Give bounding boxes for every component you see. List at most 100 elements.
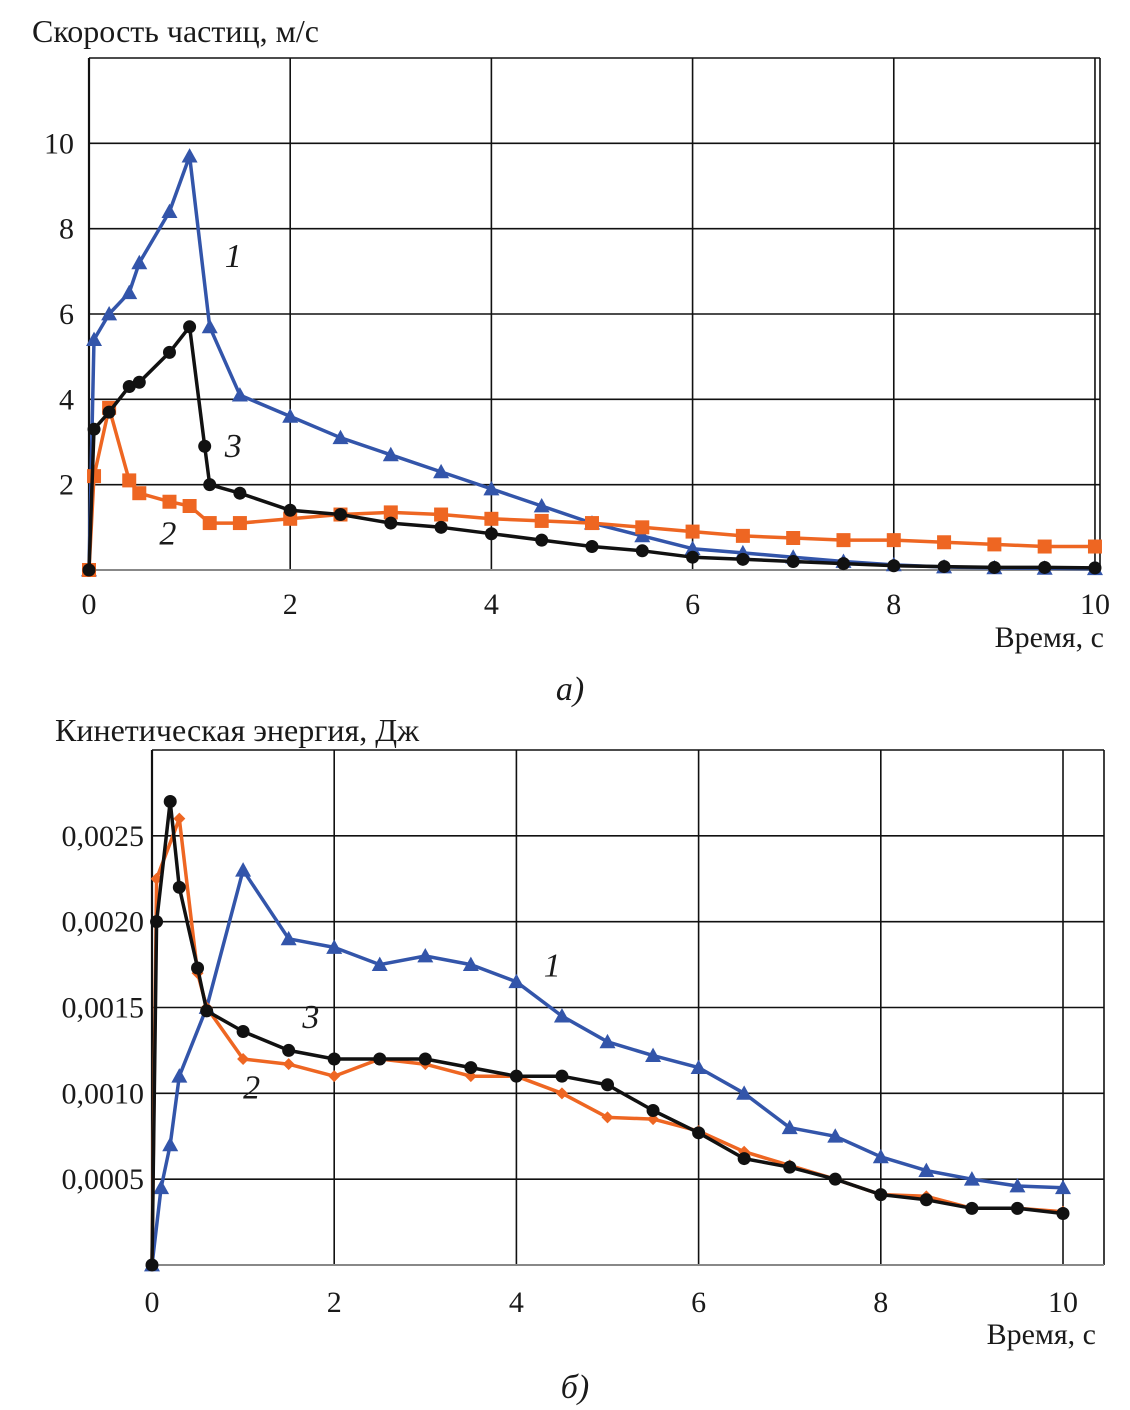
data-point xyxy=(462,956,479,971)
data-point xyxy=(918,1162,935,1177)
data-point xyxy=(783,1160,797,1174)
data-point xyxy=(692,1126,706,1140)
data-point xyxy=(584,516,599,531)
data-point xyxy=(1009,1178,1026,1193)
data-point xyxy=(201,318,218,334)
data-point xyxy=(182,499,197,513)
data-point xyxy=(418,1052,432,1066)
data-point xyxy=(383,505,398,520)
data-point xyxy=(1056,1207,1070,1220)
data-point xyxy=(384,516,398,530)
data-point xyxy=(163,795,177,808)
data-point xyxy=(417,948,434,963)
data-point xyxy=(328,1070,341,1083)
data-point xyxy=(646,1104,660,1117)
data-point xyxy=(686,550,700,564)
x-tick-label: 0 xyxy=(82,588,97,621)
y-tick-label: 10 xyxy=(44,127,74,160)
data-point xyxy=(86,331,103,346)
data-point xyxy=(235,862,252,877)
data-point xyxy=(484,511,499,526)
data-point xyxy=(836,533,851,548)
chart-title: Кинетическая энергия, Дж xyxy=(55,712,420,748)
data-point xyxy=(737,1152,751,1166)
data-point xyxy=(599,1033,616,1049)
data-point xyxy=(171,1068,188,1083)
data-point xyxy=(508,973,525,989)
data-point xyxy=(874,1188,888,1202)
data-point xyxy=(919,1193,933,1207)
x-tick-label: 4 xyxy=(509,1286,524,1319)
data-point xyxy=(198,439,212,453)
data-point xyxy=(886,533,901,548)
data-point xyxy=(828,1172,842,1186)
data-point xyxy=(150,915,164,929)
data-point xyxy=(282,1058,295,1071)
x-tick-label: 10 xyxy=(1080,588,1110,621)
data-point xyxy=(203,478,217,492)
data-point xyxy=(236,1025,250,1039)
data-point xyxy=(231,387,248,402)
data-point xyxy=(237,1053,250,1065)
data-point xyxy=(181,148,198,163)
chart-panel-1: 0 2 4 6 8 10 2 4 6 8 10 Скорость частиц, м/с Время, … xyxy=(32,13,1110,708)
series-1 xyxy=(144,862,1072,1272)
data-point xyxy=(635,520,650,535)
data-point xyxy=(162,1136,179,1152)
data-point xyxy=(132,486,147,501)
data-point xyxy=(327,1052,341,1066)
data-point xyxy=(781,1119,798,1135)
data-point xyxy=(232,516,247,531)
x-tick-label: 0 xyxy=(145,1286,160,1319)
data-point xyxy=(1038,560,1052,574)
data-point xyxy=(836,557,850,571)
data-point xyxy=(1088,561,1102,575)
curve-label: 2 xyxy=(243,1069,260,1106)
data-point xyxy=(634,527,651,543)
data-point xyxy=(132,375,146,389)
data-point xyxy=(333,508,347,522)
data-point xyxy=(987,560,1001,574)
data-point xyxy=(433,463,450,479)
x-tick-label: 8 xyxy=(886,588,901,621)
data-point xyxy=(484,527,498,541)
x-axis-label: Время, с xyxy=(987,1318,1096,1351)
y-tick-label: 0,0005 xyxy=(62,1163,145,1196)
data-point xyxy=(172,880,186,894)
data-point xyxy=(690,1059,707,1074)
data-point xyxy=(1037,539,1052,554)
data-point xyxy=(534,513,549,528)
y-tick-label: 0,0010 xyxy=(62,1077,145,1110)
data-point xyxy=(937,535,952,550)
panel-label: а) xyxy=(556,671,584,708)
data-point xyxy=(145,1258,159,1272)
data-point xyxy=(685,524,700,539)
y-tick-label: 0,0025 xyxy=(62,820,145,853)
data-point xyxy=(827,1128,844,1143)
data-point xyxy=(280,930,297,946)
data-point xyxy=(382,446,399,462)
data-point xyxy=(483,480,500,496)
data-point xyxy=(191,961,205,975)
data-point xyxy=(872,1148,889,1164)
data-point xyxy=(101,306,118,321)
series-line xyxy=(87,154,1096,571)
data-point xyxy=(102,405,116,419)
y-tick-label: 6 xyxy=(59,298,74,331)
data-point xyxy=(645,1047,662,1062)
x-tick-label: 6 xyxy=(691,1286,706,1319)
data-point xyxy=(535,533,549,547)
y-tick-label: 4 xyxy=(59,383,74,416)
data-point xyxy=(736,1085,753,1100)
data-point xyxy=(373,1052,387,1066)
data-point xyxy=(735,528,750,543)
data-point xyxy=(87,422,101,436)
data-point xyxy=(153,1179,170,1195)
y-tick-label: 2 xyxy=(59,469,74,502)
data-point xyxy=(371,956,388,971)
x-tick-label: 4 xyxy=(484,588,499,621)
data-point xyxy=(161,203,178,218)
data-point xyxy=(601,1111,614,1124)
data-point xyxy=(555,1087,568,1100)
data-point xyxy=(684,540,701,556)
